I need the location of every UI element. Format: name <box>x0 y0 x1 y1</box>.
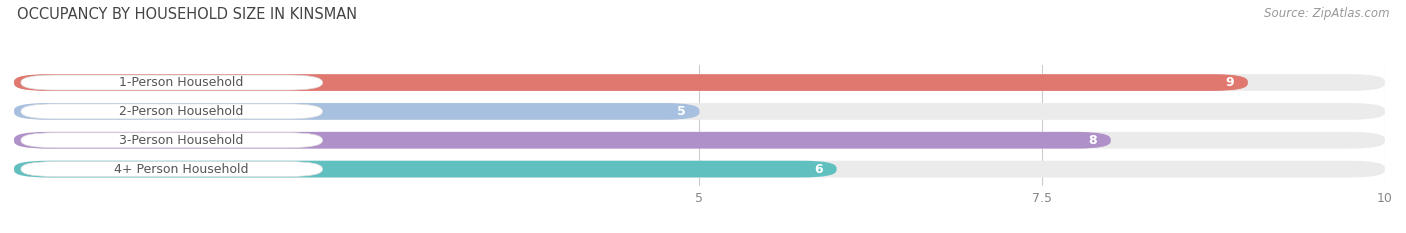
Text: 6: 6 <box>814 163 823 176</box>
Text: 3-Person Household: 3-Person Household <box>120 134 243 147</box>
FancyBboxPatch shape <box>14 74 1249 91</box>
FancyBboxPatch shape <box>14 161 837 178</box>
Text: 9: 9 <box>1226 76 1234 89</box>
Text: 4+ Person Household: 4+ Person Household <box>114 163 249 176</box>
Text: 2-Person Household: 2-Person Household <box>120 105 243 118</box>
FancyBboxPatch shape <box>14 132 1111 149</box>
FancyBboxPatch shape <box>14 103 1385 120</box>
FancyBboxPatch shape <box>21 162 322 177</box>
FancyBboxPatch shape <box>14 103 700 120</box>
FancyBboxPatch shape <box>21 133 322 148</box>
FancyBboxPatch shape <box>14 132 1385 149</box>
Text: 1-Person Household: 1-Person Household <box>120 76 243 89</box>
Text: Source: ZipAtlas.com: Source: ZipAtlas.com <box>1264 7 1389 20</box>
FancyBboxPatch shape <box>21 104 322 119</box>
Text: OCCUPANCY BY HOUSEHOLD SIZE IN KINSMAN: OCCUPANCY BY HOUSEHOLD SIZE IN KINSMAN <box>17 7 357 22</box>
FancyBboxPatch shape <box>14 74 1385 91</box>
Text: 5: 5 <box>678 105 686 118</box>
Text: 8: 8 <box>1088 134 1097 147</box>
FancyBboxPatch shape <box>21 75 322 90</box>
FancyBboxPatch shape <box>14 161 1385 178</box>
